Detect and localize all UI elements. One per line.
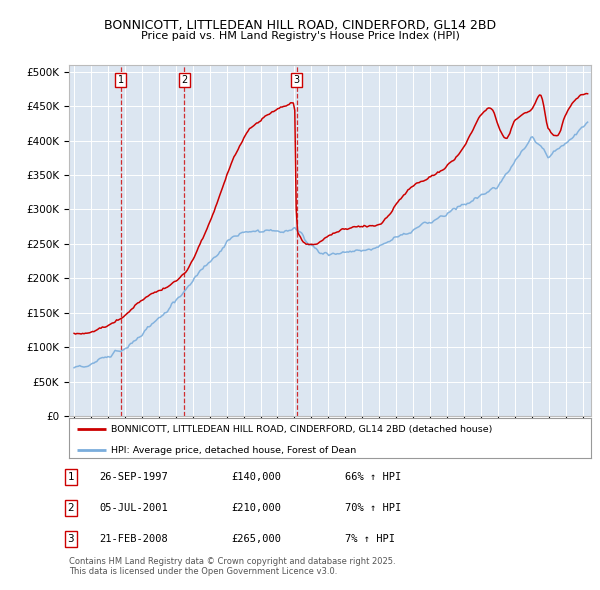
Text: 05-JUL-2001: 05-JUL-2001 — [99, 503, 168, 513]
Text: Price paid vs. HM Land Registry's House Price Index (HPI): Price paid vs. HM Land Registry's House … — [140, 31, 460, 41]
Text: 21-FEB-2008: 21-FEB-2008 — [99, 534, 168, 543]
Text: BONNICOTT, LITTLEDEAN HILL ROAD, CINDERFORD, GL14 2BD: BONNICOTT, LITTLEDEAN HILL ROAD, CINDERF… — [104, 19, 496, 32]
Text: £265,000: £265,000 — [231, 534, 281, 543]
Text: 2: 2 — [67, 503, 74, 513]
Text: 1: 1 — [118, 75, 124, 85]
Text: HPI: Average price, detached house, Forest of Dean: HPI: Average price, detached house, Fore… — [111, 445, 356, 454]
Text: 66% ↑ HPI: 66% ↑ HPI — [345, 473, 401, 482]
Text: 7% ↑ HPI: 7% ↑ HPI — [345, 534, 395, 543]
Text: 1: 1 — [67, 473, 74, 482]
Text: BONNICOTT, LITTLEDEAN HILL ROAD, CINDERFORD, GL14 2BD (detached house): BONNICOTT, LITTLEDEAN HILL ROAD, CINDERF… — [111, 425, 492, 434]
Text: 2: 2 — [181, 75, 188, 85]
Text: £140,000: £140,000 — [231, 473, 281, 482]
Text: £210,000: £210,000 — [231, 503, 281, 513]
Text: 3: 3 — [294, 75, 300, 85]
Text: Contains HM Land Registry data © Crown copyright and database right 2025.
This d: Contains HM Land Registry data © Crown c… — [69, 557, 395, 576]
Text: 26-SEP-1997: 26-SEP-1997 — [99, 473, 168, 482]
Text: 70% ↑ HPI: 70% ↑ HPI — [345, 503, 401, 513]
Text: 3: 3 — [67, 534, 74, 543]
